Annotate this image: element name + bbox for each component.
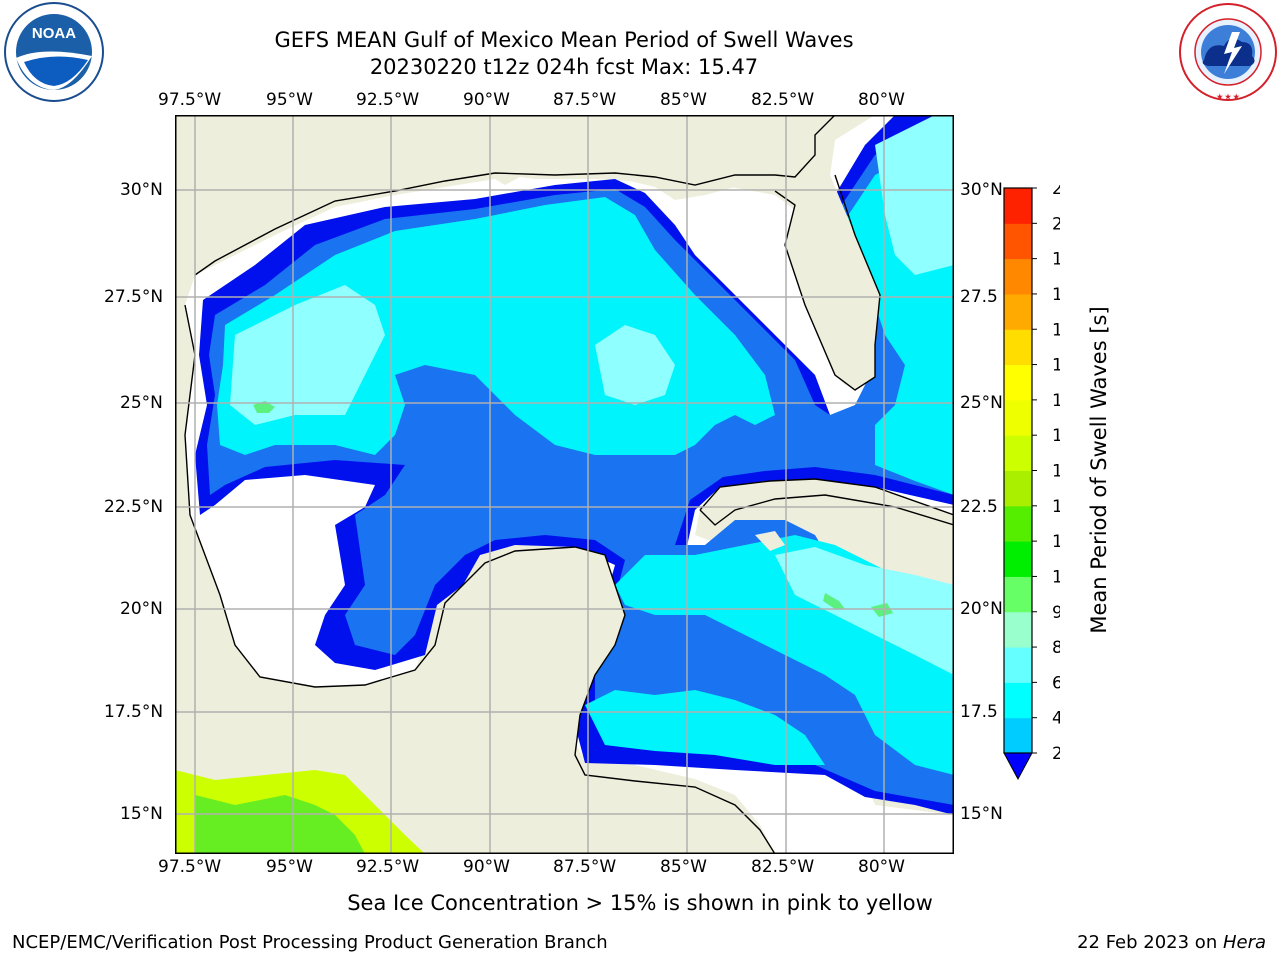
producer-credit: NCEP/EMC/Verification Post Processing Pr… xyxy=(12,932,608,953)
swell-green-patch xyxy=(871,603,893,617)
lat-label-left: 15°N xyxy=(120,804,163,824)
map-subtitle: 20230220 t12z 024h fcst Max: 15.47 xyxy=(369,55,759,79)
lon-label-top: 90°W xyxy=(463,90,510,110)
colorbar-tick-label: 6 xyxy=(1052,673,1060,693)
mexico-coastline xyxy=(184,304,776,855)
colorbar-segment xyxy=(1004,223,1032,260)
colorbar-segment xyxy=(1004,470,1032,507)
lon-label-bottom: 95°W xyxy=(266,857,313,877)
lon-label-top: 92.5°W xyxy=(356,90,420,110)
lon-label-bottom: 87.5°W xyxy=(553,857,617,877)
sea-ice-note: Sea Ice Concentration > 15% is shown in … xyxy=(347,891,933,915)
colorbar-tick-label: 15 xyxy=(1052,391,1060,411)
us-gulf-coastline xyxy=(194,114,836,276)
swell-light-caribbean xyxy=(775,547,954,675)
lat-label-left: 22.5°N xyxy=(104,497,164,517)
colorbar-tick-label: 21 xyxy=(1052,185,1060,199)
lon-label-top: 80°W xyxy=(858,90,905,110)
svg-text:NOAA: NOAA xyxy=(32,25,76,42)
colorbar-tick-label: 20 xyxy=(1052,214,1060,234)
colorbar: 2 4 6 8 9 10 11 12 13 14 15 16 17 18 19 20 21 xyxy=(1000,179,1074,785)
colorbar-tick-label: 19 xyxy=(1052,250,1060,270)
colorbar-segment xyxy=(1004,541,1032,577)
colorbar-tick-label: 13 xyxy=(1052,462,1060,482)
colorbar-extend-min xyxy=(1003,752,1033,781)
lat-label-right: 15°N xyxy=(960,804,1003,824)
colorbar-tick-label: 16 xyxy=(1052,356,1060,376)
lat-label-left: 20°N xyxy=(120,599,163,619)
lat-label-right: 20°N xyxy=(960,599,1003,619)
colorbar-label-box: Mean Period of Swell Waves [s] xyxy=(1084,188,1114,753)
nws-logo: ★ ★ ★ xyxy=(1178,2,1278,102)
swell-green-patch xyxy=(823,593,845,609)
lon-label-bottom: 97.5°W xyxy=(158,857,222,877)
colorbar-segment xyxy=(1004,364,1032,401)
colorbar-segment xyxy=(1004,505,1032,542)
graticule xyxy=(175,115,954,854)
swell-green-patch xyxy=(253,401,275,413)
colorbar-tick-label: 10 xyxy=(1052,567,1060,587)
colorbar-segment xyxy=(1004,717,1032,754)
colorbar-tick-label: 9 xyxy=(1052,603,1060,623)
colorbar-segment xyxy=(1004,293,1032,330)
colorbar-segment xyxy=(1004,611,1032,648)
lat-label-right: 17.5 xyxy=(960,702,998,722)
florida-land xyxy=(705,115,954,390)
colorbar-tick-label: 12 xyxy=(1052,497,1060,517)
lat-label-right: 25°N xyxy=(960,393,1003,413)
colorbar-tick-label: 4 xyxy=(1052,709,1060,729)
lon-label-bottom: 80°W xyxy=(858,857,905,877)
swell-cyan-south xyxy=(585,690,825,765)
swell-light-atlantic xyxy=(875,115,954,275)
svg-text:★ ★ ★: ★ ★ ★ xyxy=(1217,93,1240,101)
gulf-map xyxy=(175,114,955,855)
lat-label-right: 30°N xyxy=(960,180,1003,200)
mexico-central-america-land xyxy=(175,275,775,854)
colorbar-segment xyxy=(1004,399,1032,436)
map-panel xyxy=(175,114,955,855)
colorbar-segment xyxy=(1004,647,1032,683)
run-date: 22 Feb 2023 on Hera xyxy=(1077,932,1266,953)
lon-label-bottom: 85°W xyxy=(660,857,707,877)
lat-label-left: 17.5°N xyxy=(104,702,164,722)
swell-light-west xyxy=(230,285,385,425)
colorbar-segment xyxy=(1004,682,1032,719)
colorbar-segment xyxy=(1004,576,1032,613)
lat-label-left: 30°N xyxy=(120,180,163,200)
lon-label-top: 82.5°W xyxy=(751,90,815,110)
isla-juventud-land xyxy=(755,531,785,551)
lon-label-top: 97.5°W xyxy=(158,90,222,110)
host-name: Hera xyxy=(1222,932,1266,953)
lon-label-top: 95°W xyxy=(266,90,313,110)
sea-ice-area-inner xyxy=(195,795,365,854)
lon-label-bottom: 90°W xyxy=(463,857,510,877)
colorbar-segment xyxy=(1004,258,1032,295)
lat-label-left: 27.5°N xyxy=(104,287,164,307)
colorbar-segment xyxy=(1004,329,1032,366)
cuba-land xyxy=(700,479,954,525)
colorbar-tick-label: 11 xyxy=(1052,532,1060,552)
colorbar-segment xyxy=(1004,435,1032,471)
lat-label-left: 25°N xyxy=(120,393,163,413)
colorbar-tick-label: 18 xyxy=(1052,285,1060,305)
map-title: GEFS MEAN Gulf of Mexico Mean Period of … xyxy=(274,28,854,52)
run-date-text: 22 Feb 2023 on xyxy=(1077,932,1223,953)
lon-label-bottom: 92.5°W xyxy=(356,857,420,877)
colorbar-tick-label: 2 xyxy=(1052,744,1060,764)
colorbar-tick-label: 17 xyxy=(1052,320,1060,340)
lon-label-bottom: 82.5°W xyxy=(751,857,815,877)
map-frame xyxy=(175,115,954,854)
noaa-logo: NOAA xyxy=(2,2,106,102)
lat-label-right: 22.5 xyxy=(960,497,998,517)
colorbar-tick-label: 14 xyxy=(1052,426,1060,446)
colorbar-label: Mean Period of Swell Waves [s] xyxy=(1087,306,1111,634)
lon-label-top: 87.5°W xyxy=(553,90,617,110)
florida-coastline xyxy=(774,174,881,391)
swell-light-central xyxy=(595,325,675,405)
lat-label-right: 27.5 xyxy=(960,287,998,307)
colorbar-segment xyxy=(1004,188,1032,224)
north-coast-land xyxy=(175,115,815,285)
colorbar-tick-label: 8 xyxy=(1052,638,1060,658)
lon-label-top: 85°W xyxy=(660,90,707,110)
